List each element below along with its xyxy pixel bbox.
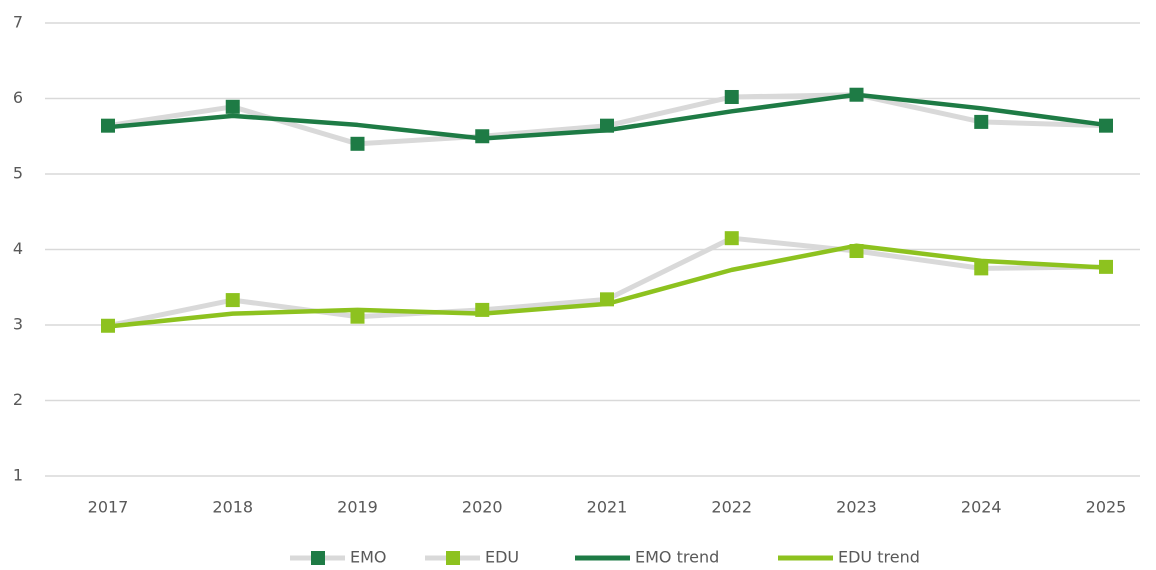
data-marker bbox=[724, 89, 739, 104]
legend-label: EDU bbox=[485, 548, 519, 567]
data-marker bbox=[1099, 118, 1113, 133]
series-line bbox=[107, 243, 1107, 329]
y-tick-label: 4 bbox=[13, 239, 23, 258]
data-marker bbox=[225, 293, 240, 308]
data-marker bbox=[600, 118, 614, 133]
legend-marker bbox=[446, 551, 460, 565]
x-tick-label: 2020 bbox=[462, 498, 503, 517]
data-marker bbox=[974, 114, 989, 129]
legend-marker bbox=[311, 551, 325, 565]
data-marker bbox=[475, 302, 490, 317]
x-tick-label: 2025 bbox=[1086, 498, 1127, 517]
y-tick-label: 2 bbox=[13, 390, 23, 409]
x-tick-label: 2018 bbox=[212, 498, 253, 517]
data-marker bbox=[724, 231, 739, 246]
data-marker bbox=[974, 261, 989, 276]
data-marker bbox=[475, 129, 490, 144]
data-marker bbox=[600, 292, 614, 307]
y-tick-label: 1 bbox=[13, 466, 23, 485]
y-tick-label: 7 bbox=[13, 13, 23, 32]
x-tick-label: 2023 bbox=[836, 498, 877, 517]
x-tick-label: 2021 bbox=[587, 498, 628, 517]
x-tick-label: 2022 bbox=[711, 498, 752, 517]
data-marker bbox=[225, 99, 240, 114]
x-tick-label: 2017 bbox=[88, 498, 129, 517]
y-tick-label: 3 bbox=[13, 315, 23, 334]
data-marker bbox=[350, 309, 365, 324]
data-marker bbox=[101, 318, 115, 333]
legend-label: EDU trend bbox=[838, 548, 920, 567]
data-marker bbox=[849, 244, 864, 259]
data-marker bbox=[1099, 259, 1113, 274]
y-tick-label: 5 bbox=[13, 164, 23, 183]
data-marker bbox=[849, 87, 864, 102]
x-tick-label: 2019 bbox=[337, 498, 378, 517]
legend-label: EMO trend bbox=[635, 548, 719, 567]
legend-label: EMO bbox=[350, 548, 387, 567]
x-tick-label: 2024 bbox=[961, 498, 1002, 517]
data-marker bbox=[101, 118, 115, 133]
y-tick-label: 6 bbox=[13, 88, 23, 107]
data-marker bbox=[350, 136, 365, 151]
